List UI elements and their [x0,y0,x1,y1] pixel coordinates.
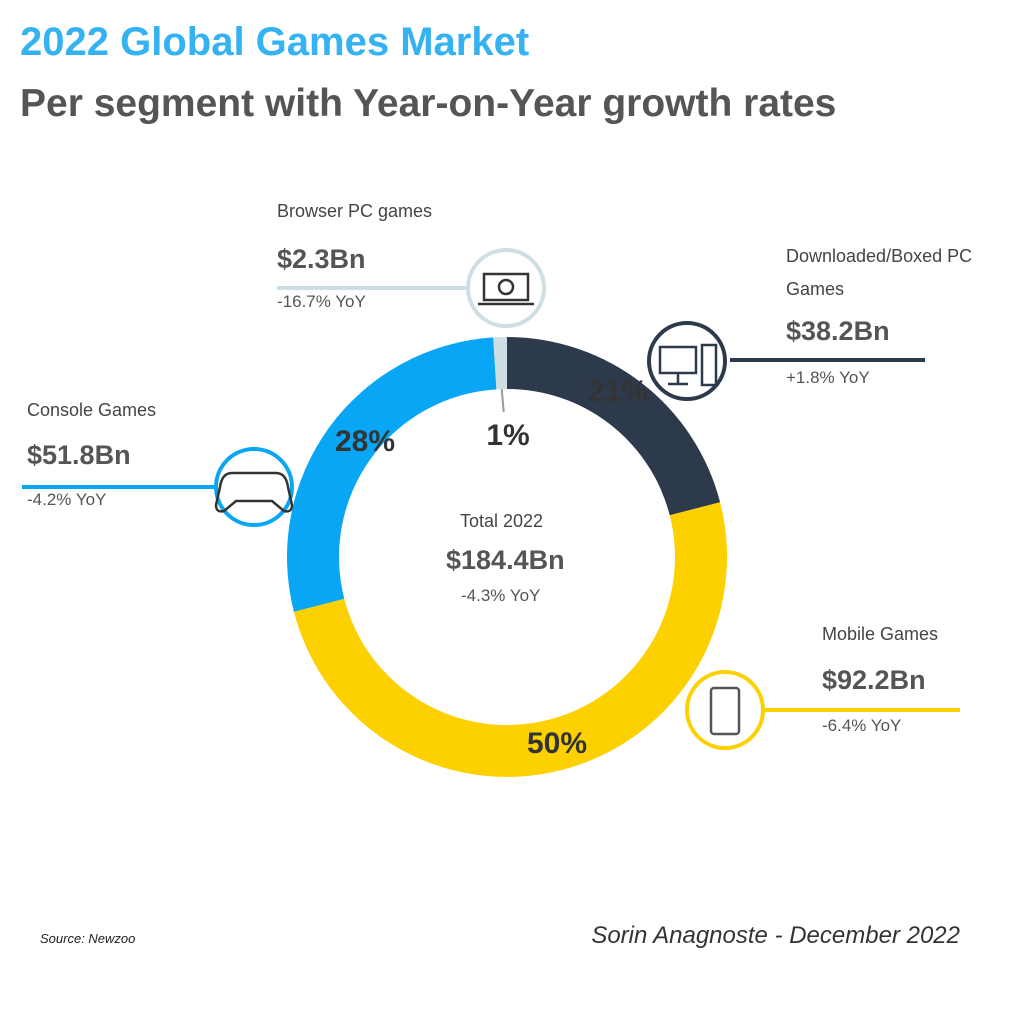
donut-slice [293,502,727,777]
icon-circle [685,670,765,750]
segment-amount: $51.8Bn [27,440,131,470]
segment-yoy: -4.2% YoY [27,490,107,509]
segment-name: Mobile Games [822,624,939,644]
pointer-line [500,388,505,413]
icons [214,272,741,736]
callout [22,447,294,527]
donut-slice [286,337,497,612]
center-amount: $184.4Bn [446,545,565,575]
callout [647,321,925,401]
percent-label: 50% [527,727,587,760]
donut-slice [507,337,721,516]
percent-label: 28% [335,425,395,458]
segment-amount: $2.3Bn [277,244,366,274]
segment-yoy: -16.7% YoY [277,292,366,311]
pc-icon [658,343,718,387]
segment-yoy: -6.4% YoY [822,716,902,735]
ring [286,337,727,777]
callout [277,248,546,328]
author: Sorin Anagnoste - December 2022 [591,922,960,949]
title: 2022 Global Games Market [20,20,530,64]
donut-slice [493,337,507,390]
segment-name: Console Games [27,400,157,420]
phone-icon [709,686,741,736]
icon-circle [466,248,546,328]
segment-name: Browser PC games [277,201,433,221]
center-label: Total 2022 [460,511,544,531]
segment-amount: $38.2Bn [786,316,890,346]
icon-circle [214,447,294,527]
percent-label: 21% [588,375,648,408]
percent-label: 1% [486,419,529,452]
source: Source: Newzoo [40,931,136,946]
segment-yoy: +1.8% YoY [786,368,870,387]
segment-amount: $92.2Bn [822,665,926,695]
subtitle: Per segment with Year-on-Year growth rat… [20,82,837,125]
icon-circle [647,321,727,401]
callout [685,670,960,750]
center-yoy: -4.3% YoY [461,586,541,605]
segment-name: Downloaded/Boxed PC Games [786,246,973,299]
browser-icon [478,272,534,306]
gamepad-icon [214,471,294,513]
